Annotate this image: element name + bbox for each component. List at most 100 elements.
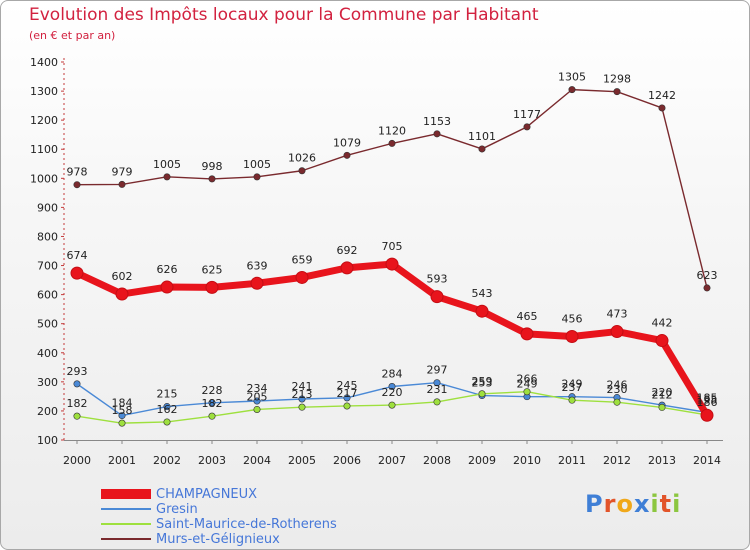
data-label: 213: [292, 388, 313, 401]
data-label: 473: [607, 308, 628, 321]
data-label: 158: [112, 404, 133, 417]
data-label: 284: [382, 367, 403, 380]
legend-swatch: [101, 523, 151, 525]
data-label: 639: [247, 259, 268, 272]
data-point: [700, 408, 714, 422]
data-label: 1177: [513, 108, 541, 121]
data-label: 1079: [333, 136, 361, 149]
y-tick-label: 300: [37, 376, 58, 389]
data-point: [118, 419, 126, 427]
data-label: 220: [652, 386, 673, 399]
x-tick-label: 2003: [198, 454, 226, 467]
x-tick-label: 2011: [558, 454, 586, 467]
data-label: 692: [337, 244, 358, 257]
data-point: [73, 380, 81, 388]
data-label: 456: [562, 312, 583, 325]
data-point: [655, 334, 669, 348]
data-point: [298, 167, 306, 175]
data-label: 297: [427, 364, 448, 377]
data-point: [208, 175, 216, 183]
legend-label: Murs-et-Gélignieux: [156, 532, 280, 547]
data-label: 659: [292, 253, 313, 266]
x-tick-label: 2001: [108, 454, 136, 467]
legend-swatch: [101, 508, 151, 510]
brand-logo: Proxiti: [585, 490, 681, 518]
data-point: [475, 304, 489, 318]
brand-letter: i: [672, 490, 682, 518]
data-label: 230: [607, 383, 628, 396]
legend-label: CHAMPAGNEUX: [156, 487, 258, 502]
y-tick-label: 100: [37, 434, 58, 447]
data-point: [388, 139, 396, 147]
data-point: [343, 394, 351, 402]
data-label: 1242: [648, 89, 676, 102]
data-label: 217: [337, 387, 358, 400]
data-label: 182: [67, 397, 88, 410]
y-tick-label: 600: [37, 289, 58, 302]
data-point: [613, 398, 621, 406]
data-label: 978: [67, 166, 88, 179]
brand-letter: t: [659, 490, 673, 518]
data-label: 1305: [558, 71, 586, 84]
data-point: [118, 412, 126, 420]
data-label: 246: [607, 379, 628, 392]
chart-subtitle: (en € et par an): [29, 29, 116, 42]
legend-swatch: [101, 489, 151, 499]
y-tick-label: 1000: [30, 172, 58, 185]
data-point: [160, 280, 174, 294]
data-point: [385, 257, 399, 271]
y-tick-label: 800: [37, 230, 58, 243]
data-point: [70, 266, 84, 280]
data-point: [433, 379, 441, 387]
chart-title: Evolution des Impôts locaux pour la Comm…: [29, 5, 539, 25]
data-point: [208, 399, 216, 407]
data-point: [478, 145, 486, 153]
x-tick-label: 2000: [63, 454, 91, 467]
data-label: 674: [67, 249, 88, 262]
data-label: 245: [337, 379, 358, 392]
data-point: [73, 412, 81, 420]
data-label: 195: [697, 393, 718, 406]
series-saint-maurice-de-rotherens: [73, 388, 711, 427]
x-tick-label: 2013: [648, 454, 676, 467]
data-point: [703, 284, 711, 292]
data-label: 185: [697, 391, 718, 404]
data-point: [568, 86, 576, 94]
data-point: [115, 287, 129, 301]
data-label: 705: [382, 240, 403, 253]
data-label: 626: [157, 263, 178, 276]
data-label: 212: [652, 388, 673, 401]
y-tick-label: 400: [37, 347, 58, 360]
data-label: 1026: [288, 152, 316, 165]
x-tick-label: 2014: [693, 454, 721, 467]
data-point: [253, 405, 261, 413]
y-tick-label: 1400: [30, 56, 58, 69]
brand-letter: P: [585, 490, 604, 518]
data-label: 241: [292, 380, 313, 393]
data-point: [298, 403, 306, 411]
data-point: [658, 403, 666, 411]
data-label: 593: [427, 273, 448, 286]
data-point: [568, 396, 576, 404]
data-label: 162: [157, 403, 178, 416]
x-tick-label: 2004: [243, 454, 271, 467]
data-label: 205: [247, 390, 268, 403]
data-label: 215: [157, 388, 178, 401]
data-label: 234: [247, 382, 268, 395]
y-tick-label: 900: [37, 201, 58, 214]
chart-axes: 100 200 300 400 500 600 700 800 900 1000 1100 1200 1…: [30, 56, 723, 467]
brand-letter: i: [650, 490, 660, 518]
data-point: [565, 329, 579, 343]
data-point: [388, 382, 396, 390]
series-layer: [70, 86, 714, 427]
data-point: [118, 180, 126, 188]
data-point: [163, 403, 171, 411]
data-label: 249: [562, 378, 583, 391]
data-point: [523, 123, 531, 131]
data-label: 623: [697, 269, 718, 282]
brand-letter: o: [616, 490, 634, 518]
y-tick-label: 1300: [30, 85, 58, 98]
data-point: [430, 290, 444, 304]
